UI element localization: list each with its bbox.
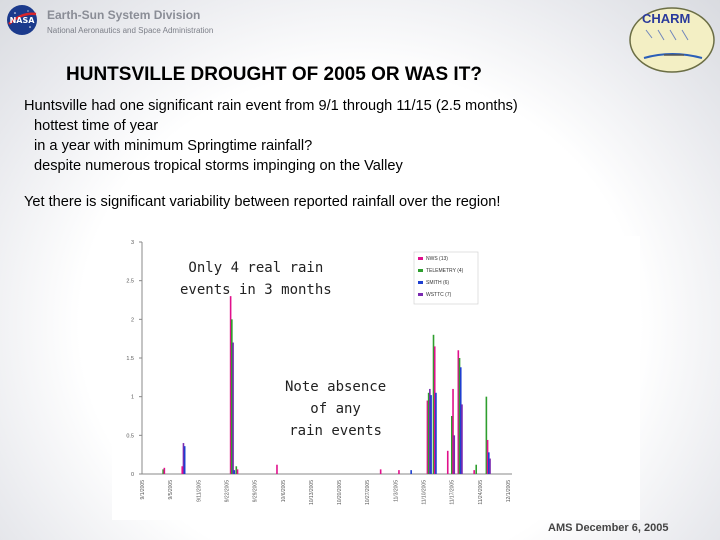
rain-bar: [236, 469, 239, 474]
x-tick-label: 12/1/2005: [506, 480, 512, 502]
rain-bar: [435, 392, 437, 474]
rain-bar: [162, 469, 164, 474]
x-tick-label: 9/1/2005: [140, 480, 146, 500]
x-tick-label: 10/13/2005: [309, 480, 315, 505]
legend-swatch: [418, 293, 423, 296]
legend-label: WSTTC (7): [426, 292, 452, 298]
x-tick-label: 11/24/2005: [478, 480, 484, 505]
rain-bar: [429, 388, 431, 474]
charm-logo-text: CHARM: [642, 11, 691, 26]
annotation-line: Only 4 real rain: [188, 260, 324, 276]
x-tick-label: 11/10/2005: [422, 480, 428, 505]
nasa-logo-text: NASA: [10, 16, 36, 25]
legend-swatch: [418, 269, 423, 272]
rain-bar: [433, 346, 436, 474]
x-tick-label: 9/29/2005: [253, 480, 259, 502]
slide-body: Huntsville had one significant rain even…: [24, 96, 518, 212]
rain-bar: [458, 358, 461, 474]
y-tick-label: 1: [131, 395, 134, 401]
x-tick-label: 9/11/2005: [196, 480, 202, 502]
x-tick-label: 9/22/2005: [224, 480, 230, 502]
rain-bar: [276, 464, 278, 474]
body-line: in a year with minimum Springtime rainfa…: [34, 138, 313, 154]
rain-bar: [488, 452, 490, 474]
charm-logo: [629, 7, 715, 73]
rain-bar: [489, 458, 491, 474]
rain-bar: [163, 467, 166, 474]
annotation-line: Note absence: [285, 379, 387, 395]
rain-bar: [446, 450, 449, 474]
rain-bar: [232, 342, 234, 474]
rain-bar: [452, 388, 454, 474]
annotation-line: of any: [310, 401, 361, 417]
rain-bar: [453, 435, 456, 474]
org-title: Earth-Sun System Division: [47, 8, 201, 22]
y-tick-label: 1.5: [126, 356, 134, 362]
legend-swatch: [418, 257, 423, 260]
x-tick-label: 9/5/2005: [168, 480, 174, 500]
rainfall-chart-svg: 0 0.5 1 1.5 2 2.5 3 9/1/2005 9/5/2005 9/11/2005 9/…: [126, 240, 512, 505]
legend-label: NWS (13): [426, 256, 448, 262]
nasa-logo: NASA: [7, 5, 37, 35]
footer-text: AMS December 6, 2005: [548, 522, 669, 534]
rain-bar: [461, 404, 463, 474]
rain-bar: [182, 443, 185, 474]
annotation-rain-events: Only 4 real rain events in 3 months: [180, 257, 332, 301]
rain-bar: [183, 446, 186, 474]
rain-bar: [233, 470, 236, 474]
rain-bar: [486, 439, 489, 474]
legend-label: SMITH (6): [426, 280, 449, 286]
rain-bar: [229, 296, 232, 474]
legend-box: [413, 251, 479, 305]
body-line: Huntsville had one significant rain even…: [24, 98, 518, 114]
annotation-line: events in 3 months: [180, 282, 332, 298]
body-line: despite numerous tropical storms impingi…: [34, 158, 403, 174]
rain-bar: [231, 319, 233, 474]
x-tick-label: 10/20/2005: [337, 480, 343, 505]
slide-header: NASA Earth-Sun System Division National …: [0, 0, 720, 42]
y-tick-label: 2.5: [126, 279, 134, 285]
rain-bar: [459, 367, 462, 474]
x-tick-label: 11/3/2005: [393, 480, 399, 502]
rain-bar: [410, 470, 412, 474]
legend-label: TELEMETRY (4): [426, 268, 464, 274]
rain-bar: [379, 469, 382, 474]
y-tick-label: 3: [131, 240, 134, 246]
y-tick-label: 0: [131, 472, 134, 478]
slide-title: HUNTSVILLE DROUGHT OF 2005 OR WAS IT?: [66, 64, 482, 85]
body-line: hottest time of year: [34, 118, 159, 134]
rain-bar: [485, 396, 488, 474]
rain-bar: [181, 466, 184, 474]
body-line: Yet there is significant variability bet…: [24, 194, 501, 210]
annotation-absence: Note absence of any rain events: [285, 376, 386, 442]
y-tick-label: 2: [131, 317, 134, 323]
rainfall-chart: 0 0.5 1 1.5 2 2.5 3 9/1/2005 9/5/2005 9/11/2005 9/…: [112, 236, 640, 520]
rain-bar: [451, 416, 453, 474]
rain-bar: [398, 470, 400, 474]
legend-swatch: [418, 281, 423, 284]
x-tick-label: 10/6/2005: [281, 480, 287, 502]
x-tick-label: 11/17/2005: [450, 480, 456, 505]
rain-bar: [430, 395, 432, 474]
org-subtitle: National Aeronautics and Space Administr…: [47, 26, 214, 35]
y-tick-label: 0.5: [126, 433, 134, 439]
x-tick-label: 10/27/2005: [365, 480, 371, 505]
rain-bar: [432, 334, 435, 474]
rain-bar: [457, 350, 460, 474]
rain-bar: [475, 464, 478, 474]
rain-bar: [235, 466, 238, 474]
rain-bar: [473, 470, 475, 474]
rain-bar: [427, 392, 430, 474]
annotation-line: rain events: [289, 423, 382, 439]
rain-bar: [426, 400, 429, 474]
